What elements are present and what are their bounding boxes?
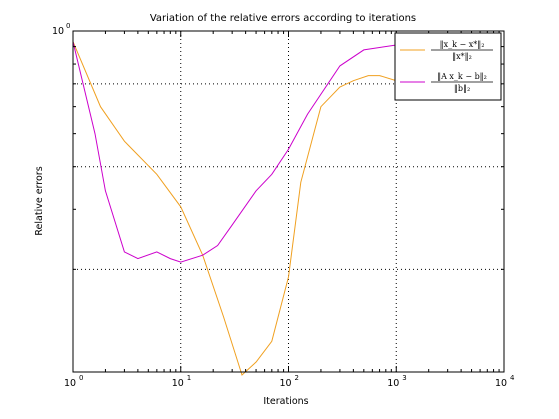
series-line-1	[72, 41, 429, 376]
x-tick-exponent: 4	[510, 374, 515, 382]
x-tick-exponent: 2	[295, 374, 299, 382]
x-tick-label: 10	[495, 378, 507, 389]
y-tick-labels: 10 0	[52, 22, 71, 37]
series-line-2	[72, 41, 429, 263]
x-axis-label: Iterations	[263, 396, 308, 407]
chart-title: Variation of the relative errors accordi…	[150, 13, 416, 24]
x-tick-exponent: 3	[402, 374, 406, 382]
legend-denominator-1: ‖x*‖₂	[452, 52, 472, 61]
legend-box	[394, 32, 502, 101]
legend-denominator-2: ‖b‖₂	[454, 84, 470, 93]
x-tick-label: 10	[64, 378, 76, 389]
x-tick-exponent: 0	[79, 374, 83, 382]
x-tick-label: 10	[279, 378, 291, 389]
y-tick-label: 10	[52, 26, 64, 37]
legend-numerator-2: ‖A x_k − b‖₂	[437, 72, 487, 81]
x-tick-exponent: 1	[187, 374, 191, 382]
y-tick-exponent: 0	[66, 22, 70, 30]
legend-numerator-1: ‖x_k − x*‖₂	[440, 40, 485, 49]
axis-ticks	[72, 31, 505, 372]
x-tick-label: 10	[172, 378, 184, 389]
x-tick-label: 10	[387, 378, 399, 389]
legend: ‖x_k − x*‖₂ ‖x*‖₂ ‖A x_k − b‖₂ ‖b‖₂	[394, 32, 502, 101]
x-tick-labels: 10 0 10 1 10 2 10 3 10 4	[64, 374, 515, 389]
y-axis-label: Relative errors	[34, 166, 45, 235]
series-lines	[72, 41, 429, 376]
